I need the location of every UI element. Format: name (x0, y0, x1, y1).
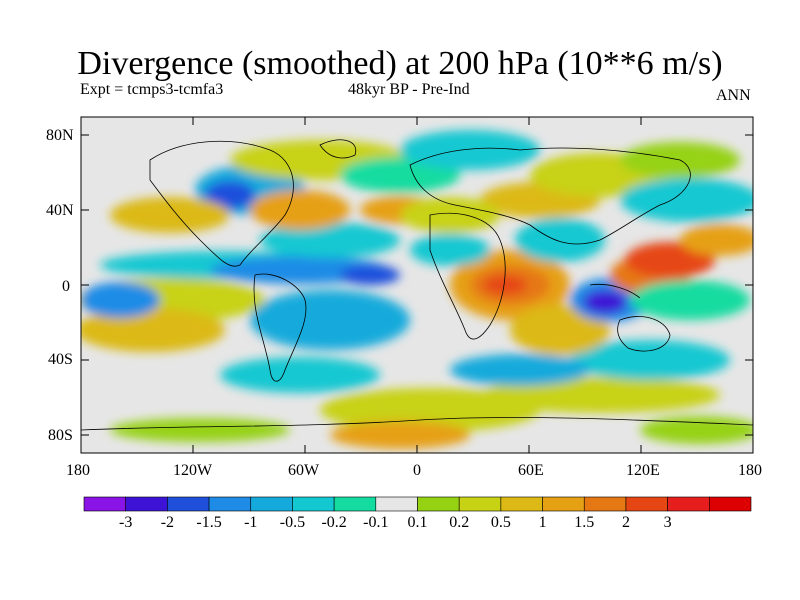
colorbar-label: -2 (161, 514, 174, 531)
colorbar-label: -3 (119, 514, 132, 531)
colorbar-label: -1.5 (196, 514, 221, 531)
lon-tick-label: 180 (66, 462, 90, 479)
colorbar-label: 0.1 (408, 514, 428, 531)
colorbar-swatch (125, 496, 168, 512)
lat-tick-label: 80S (48, 427, 73, 444)
coastlines (81, 139, 753, 431)
lon-tick-label: 0 (413, 462, 421, 479)
colorbar-label: 1 (539, 514, 547, 531)
lat-tick-label: 0 (62, 278, 70, 295)
lat-tick-label: 40S (48, 351, 73, 368)
colorbar-label: 3 (664, 514, 672, 531)
chart-title: Divergence (smoothed) at 200 hPa (10**6 … (77, 45, 723, 82)
lon-tick-label: 120E (626, 462, 660, 479)
colorbar-label: -0.2 (321, 514, 346, 531)
colorbar-swatch (250, 496, 293, 512)
lat-tick-label: 40N (46, 202, 74, 219)
colorbar-label: 0.5 (491, 514, 511, 531)
colorbar-label: -0.1 (363, 514, 388, 531)
colorbar-swatch (208, 496, 252, 512)
colorbar-label: -1 (244, 514, 257, 531)
experiment-label: Expt = tcmps3-tcmfa3 (80, 81, 224, 98)
colorbar-swatch (583, 496, 627, 512)
lon-tick-label: 180 (738, 462, 762, 479)
colorbar-swatch (417, 496, 460, 512)
axis-ticks (80, 117, 754, 453)
season-label: ANN (716, 87, 751, 104)
colorbar-swatch (500, 496, 543, 512)
period-label: 48kyr BP - Pre-Ind (348, 81, 470, 98)
colorbar-swatch (83, 496, 126, 512)
colorbar-label: 2 (622, 514, 630, 531)
colorbar-swatch (167, 496, 210, 512)
colorbar-swatch (458, 496, 502, 512)
lon-tick-label: 60E (518, 462, 544, 479)
lat-tick-label: 80N (46, 127, 74, 144)
colorbar-swatch (709, 496, 752, 512)
colorbar-swatch (667, 496, 710, 512)
lon-tick-label: 120W (173, 462, 213, 479)
colorbar-swatch (542, 496, 585, 512)
divergence-field (81, 117, 753, 453)
colorbar-label: -0.5 (280, 514, 305, 531)
lon-tick-label: 60W (288, 462, 320, 479)
colorbar-label: 0.2 (449, 514, 469, 531)
colorbar-swatch (333, 496, 377, 512)
colorbar-label: 1.5 (574, 514, 594, 531)
colorbar-swatch (625, 496, 668, 512)
colorbar-swatch (292, 496, 335, 512)
colorbar-swatch (375, 496, 418, 512)
colorbar: -3 -2 -1.5 -1 -0.5 -0.2 -0.1 0.1 0.2 0.5 1 1.5 2 3 (83, 496, 752, 531)
